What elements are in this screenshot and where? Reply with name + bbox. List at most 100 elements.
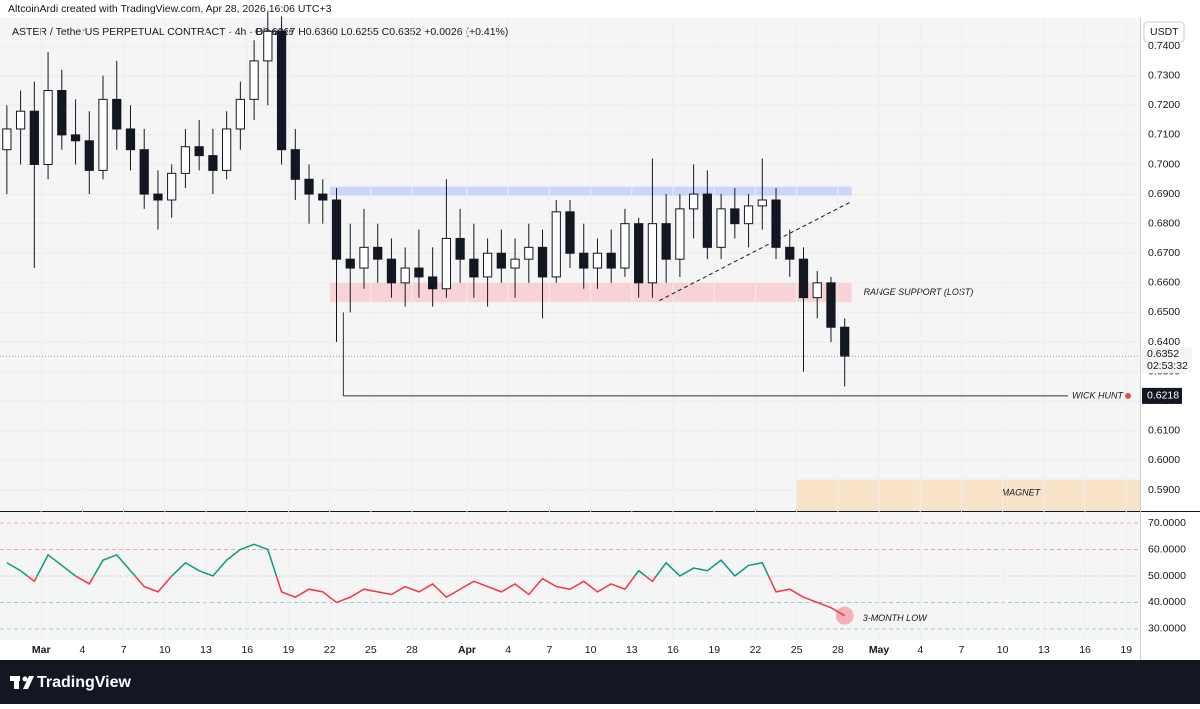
candle-body (565, 211, 575, 254)
candle-body (730, 208, 740, 225)
x-tick-label: Mar (32, 644, 51, 656)
candle-body (606, 252, 616, 269)
rsi-tick-label: 40.0000 (1148, 596, 1186, 608)
x-tick-label: 19 (283, 644, 295, 656)
candle-body (263, 30, 273, 62)
candle-body (235, 98, 245, 130)
level-tag-label: 0.6218 (1147, 390, 1179, 402)
x-tick-label: 16 (1079, 644, 1091, 656)
candle-body (812, 282, 822, 299)
candle-body (771, 199, 781, 248)
candle-body (318, 193, 328, 201)
y-tick-label: 0.7400 (1148, 40, 1180, 52)
last-price: 0.6352 (1147, 348, 1179, 360)
level-dot (1125, 392, 1131, 399)
x-tick-label: 7 (546, 644, 552, 656)
y-tick-label: 0.6000 (1148, 454, 1180, 466)
symbol: ASTER / TetherUS PERPETUAL CONTRACT · 4h… (12, 26, 294, 38)
y-tick-label: 0.5900 (1148, 484, 1180, 496)
x-tick-label: 10 (997, 644, 1009, 656)
candle-body (400, 267, 410, 284)
rsi-tick-label: 50.0000 (1148, 570, 1186, 582)
y-tick-label: 0.6100 (1148, 425, 1180, 437)
trendline (659, 201, 852, 302)
candle-body (428, 276, 438, 290)
candle-body (57, 90, 67, 136)
x-tick-label: 4 (917, 644, 923, 656)
y-tick-label: 0.7000 (1148, 158, 1180, 170)
currency-box (1143, 21, 1185, 43)
zone-label: RANGE SUPPORT (LOST) (864, 287, 974, 297)
x-tick-label: 13 (626, 644, 638, 656)
credit: AltcoinArdi created with TradingView.com… (8, 3, 332, 15)
x-tick-label: 25 (365, 644, 377, 656)
x-tick-label: 13 (200, 644, 212, 656)
candle-body (359, 246, 369, 269)
candle-body (757, 199, 767, 207)
footer (0, 660, 1200, 704)
candle-body (510, 258, 520, 269)
candle-body (345, 258, 355, 269)
rsi-line-below (26, 576, 846, 617)
candle-body (482, 252, 493, 278)
x-tick-label: 16 (241, 644, 253, 656)
candle-body (702, 193, 712, 248)
brand: TradingView (37, 674, 132, 691)
x-tick-label: May (869, 644, 890, 656)
y-tick-label: 0.6900 (1148, 188, 1180, 200)
candle-body (826, 282, 836, 328)
candle-body (675, 208, 685, 260)
candle-body (112, 98, 122, 130)
x-tick-label: 7 (121, 644, 127, 656)
x-tick-label: 22 (324, 644, 336, 656)
logo-icon (10, 676, 34, 689)
plot-background (0, 18, 1140, 640)
candle-body (125, 128, 136, 151)
candle-body (153, 193, 163, 201)
candle-body (373, 246, 383, 260)
x-tick-label: 4 (79, 644, 85, 656)
candle-body (98, 98, 108, 171)
rsi-low-marker (835, 606, 854, 625)
candle-body (785, 246, 795, 260)
rsi-tick-label: 60.0000 (1148, 543, 1186, 555)
candle-body (208, 155, 218, 171)
candle-body (84, 140, 94, 171)
candle-body (180, 146, 191, 174)
candle-body (441, 237, 452, 290)
last-price-tag (1142, 347, 1192, 374)
currency: USDT (1150, 26, 1179, 38)
x-tick-label: 7 (959, 644, 965, 656)
candle-body (167, 172, 177, 201)
level-tag (1142, 387, 1182, 404)
candle-body (222, 128, 232, 171)
candle-body (29, 110, 39, 165)
y-tick-label: 0.6400 (1148, 336, 1180, 348)
candle-body (798, 258, 809, 299)
candle-body (249, 60, 259, 100)
candle-body (386, 258, 397, 284)
candle-body (139, 149, 149, 195)
candle-body (524, 246, 534, 260)
y-tick-label: 0.6700 (1148, 247, 1180, 259)
candle-body (688, 193, 699, 210)
y-tick-label: 0.7200 (1148, 99, 1180, 111)
y-tick-label: 0.6500 (1148, 306, 1180, 318)
candle-body (496, 252, 506, 269)
x-tick-label: 10 (585, 644, 597, 656)
y-tick-label: 0.6800 (1148, 217, 1180, 229)
candle-body (551, 211, 561, 278)
candle-body (276, 30, 287, 151)
rsi-tick-label: 70.0000 (1148, 517, 1186, 529)
candle-body (840, 326, 850, 357)
candle-body (620, 223, 630, 269)
x-tick-label: 13 (1038, 644, 1050, 656)
rsi-annotation: 3-MONTH LOW (863, 613, 929, 623)
x-tick-label: 28 (406, 644, 418, 656)
candle-body (716, 208, 726, 248)
candle-body (647, 223, 658, 284)
candle-body (304, 178, 314, 195)
candle-body (579, 252, 589, 269)
